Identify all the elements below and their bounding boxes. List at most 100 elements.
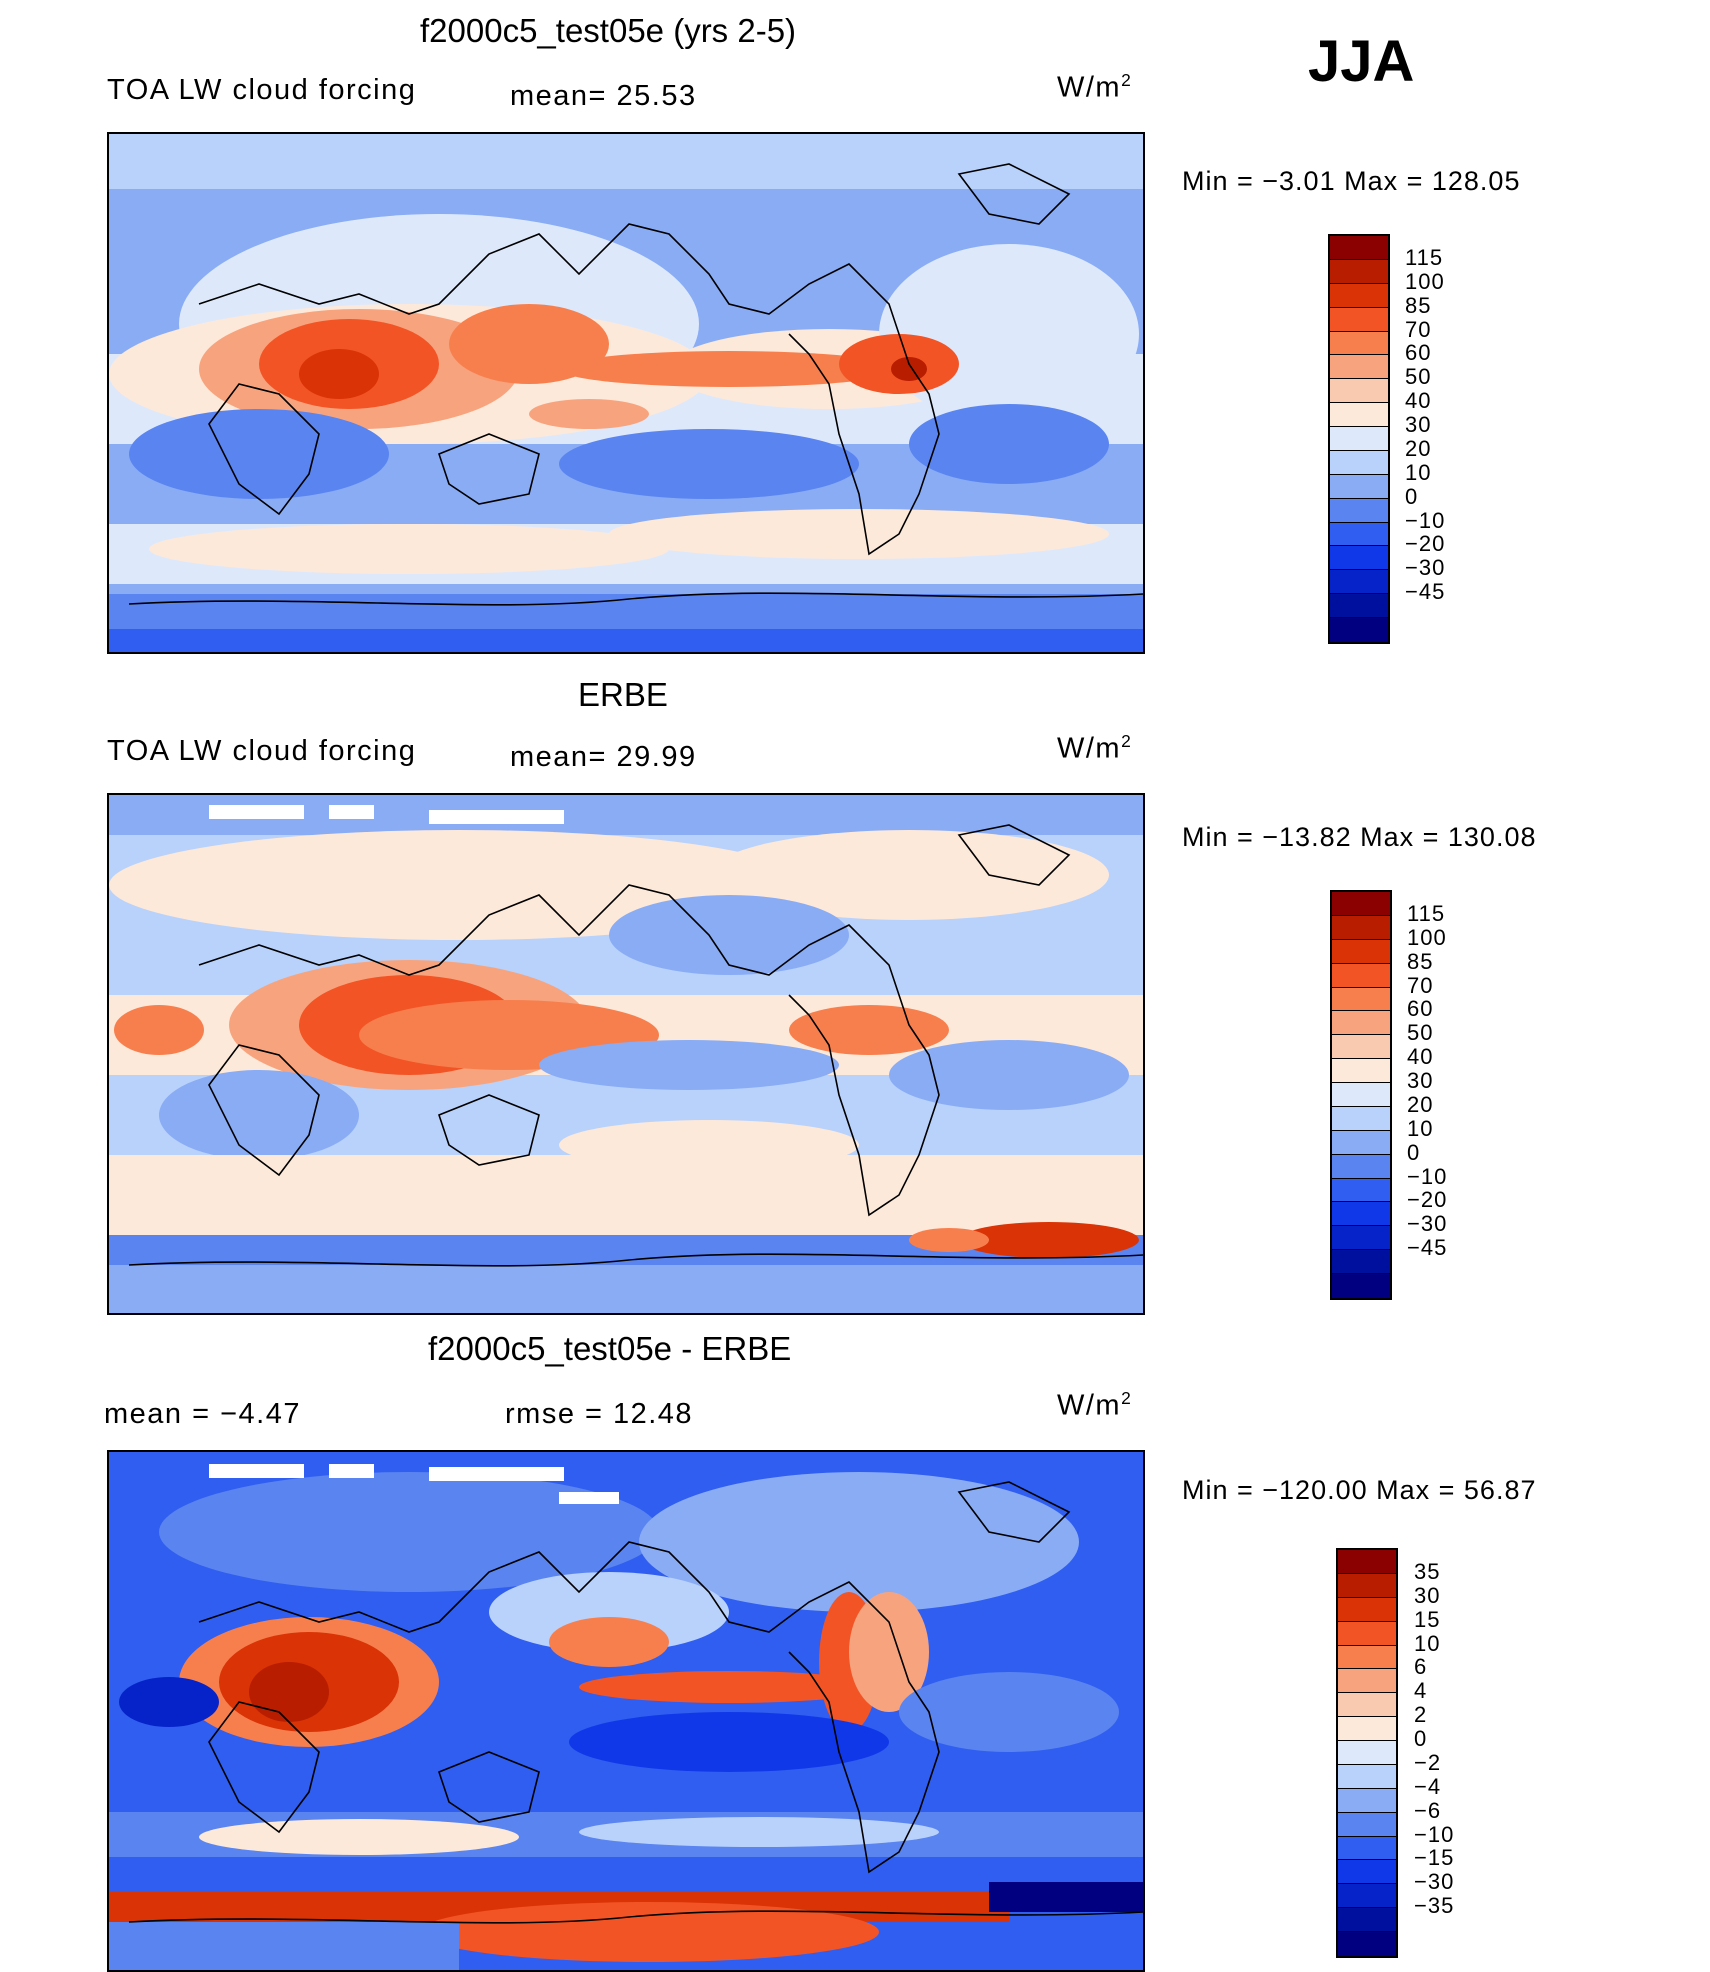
colorbar-tick-label: −2 [1414,1749,1442,1775]
colorbar-tick-label: 10 [1407,1115,1434,1141]
colorbar-tick-label: 0 [1414,1726,1428,1752]
colorbar-swatch [1330,236,1388,260]
colorbar-swatch [1338,1645,1396,1670]
colorbar-swatch [1332,939,1390,964]
colorbar-swatch [1330,259,1388,284]
colorbar-swatch [1330,379,1388,404]
colorbar-swatch [1330,618,1388,642]
colorbar-swatch [1332,1059,1390,1083]
panel-3-map [107,1450,1145,1972]
colorbar-tick-label: 85 [1405,292,1432,318]
colorbar-swatch [1338,1884,1396,1909]
colorbar-tick-label: −10 [1414,1821,1455,1847]
colorbar-swatch [1338,1788,1396,1813]
colorbar-tick-label: 60 [1407,996,1434,1022]
panel-1-colorbar [1328,234,1390,644]
colorbar-swatch [1338,1669,1396,1694]
colorbar-swatch [1330,355,1388,380]
colorbar-tick-label: 100 [1407,924,1447,950]
colorbar-tick-label: −45 [1405,579,1446,605]
panel-1-mean-label: mean= 25.53 [510,80,697,112]
colorbar-tick-label: 70 [1407,972,1434,998]
colorbar-swatch [1330,570,1388,595]
panel-3-mean-label: mean = −4.47 [104,1398,301,1430]
colorbar-swatch [1332,1130,1390,1155]
colorbar-tick-label: 35 [1414,1558,1441,1584]
colorbar-tick-label: −30 [1414,1869,1455,1895]
colorbar-swatch [1338,1597,1396,1622]
colorbar-tick-label: −30 [1405,555,1446,581]
colorbar-swatch [1338,1836,1396,1861]
colorbar-swatch [1330,498,1388,523]
panel-2-variable-label: TOA LW cloud forcing [107,735,417,767]
colorbar-swatch [1338,1573,1396,1598]
colorbar-swatch [1338,1812,1396,1837]
colorbar-swatch [1338,1908,1396,1932]
colorbar-tick-label: 85 [1407,948,1434,974]
panel-2-units: W/m2 [1057,731,1133,765]
panel-3-units: W/m2 [1057,1388,1133,1422]
colorbar-swatch [1330,594,1388,618]
colorbar-tick-label: −6 [1414,1797,1442,1823]
colorbar-swatch [1332,1154,1390,1179]
colorbar-swatch [1338,1932,1396,1956]
colorbar-tick-label: 40 [1405,388,1432,414]
colorbar-swatch [1330,546,1388,571]
colorbar-tick-label: −20 [1405,531,1446,557]
colorbar-swatch [1338,1621,1396,1646]
panel-2-colorbar [1330,890,1392,1300]
panel-3-colorbar-labels: 35 30 15 10 6 4 2 0 −2 −4 −6 −10 −15 −30 −35 [1414,1548,1514,1958]
panel-2-minmax: Min = −13.82 Max = 130.08 [1182,822,1537,852]
panel-1-units: W/m2 [1057,70,1133,104]
colorbar-swatch [1330,283,1388,308]
colorbar-swatch [1338,1860,1396,1885]
colorbar-tick-label: 4 [1414,1678,1428,1704]
panel-3-colorbar [1336,1548,1398,1958]
colorbar-tick-label: 15 [1414,1606,1441,1632]
colorbar-swatch [1332,1178,1390,1203]
colorbar-tick-label: −35 [1414,1893,1455,1919]
colorbar-tick-label: 30 [1405,412,1432,438]
colorbar-tick-label: 70 [1405,316,1432,342]
colorbar-tick-label: −4 [1414,1773,1442,1799]
panel-1-colorbar-labels: 115 100 85 70 60 50 40 30 20 10 0 −10 −20 −30 −45 [1405,234,1505,644]
colorbar-swatch [1332,987,1390,1012]
colorbar-tick-label: 115 [1405,244,1444,270]
colorbar-tick-label: −10 [1405,507,1446,533]
panel-3-minmax: Min = −120.00 Max = 56.87 [1182,1475,1537,1505]
colorbar-swatch [1332,1226,1390,1251]
colorbar-tick-label: 2 [1414,1702,1428,1728]
colorbar-swatch [1338,1693,1396,1718]
panel-1-field [109,134,1143,652]
colorbar-tick-label: 0 [1405,483,1419,509]
colorbar-tick-label: −30 [1407,1211,1448,1237]
colorbar-tick-label: 30 [1407,1068,1434,1094]
colorbar-tick-label: 40 [1407,1044,1434,1070]
colorbar-swatch [1330,307,1388,332]
colorbar-swatch [1332,1274,1390,1298]
colorbar-tick-label: −10 [1407,1163,1448,1189]
colorbar-swatch [1332,963,1390,988]
colorbar-swatch [1338,1741,1396,1765]
colorbar-tick-label: 0 [1407,1139,1421,1165]
colorbar-swatch [1332,1106,1390,1131]
panel-1-map [107,132,1145,654]
colorbar-swatch [1330,427,1388,451]
colorbar-tick-label: 50 [1405,364,1432,390]
colorbar-tick-label: 30 [1414,1582,1441,1608]
panel-2-mean-label: mean= 29.99 [510,741,697,773]
colorbar-tick-label: 6 [1414,1654,1428,1680]
colorbar-tick-label: 115 [1407,900,1446,926]
colorbar-tick-label: 50 [1407,1020,1434,1046]
colorbar-tick-label: −20 [1407,1187,1448,1213]
panel-3-rmse-label: rmse = 12.48 [505,1398,694,1430]
panel-1-minmax: Min = −3.01 Max = 128.05 [1182,166,1521,196]
panel-3-title: f2000c5_test05e - ERBE [428,1330,792,1367]
colorbar-tick-label: 10 [1414,1630,1441,1656]
colorbar-tick-label: −45 [1407,1235,1448,1261]
colorbar-swatch [1332,1083,1390,1107]
colorbar-tick-label: 100 [1405,268,1445,294]
colorbar-swatch [1330,331,1388,356]
panel-3-field [109,1452,1143,1970]
colorbar-tick-label: 10 [1405,459,1432,485]
